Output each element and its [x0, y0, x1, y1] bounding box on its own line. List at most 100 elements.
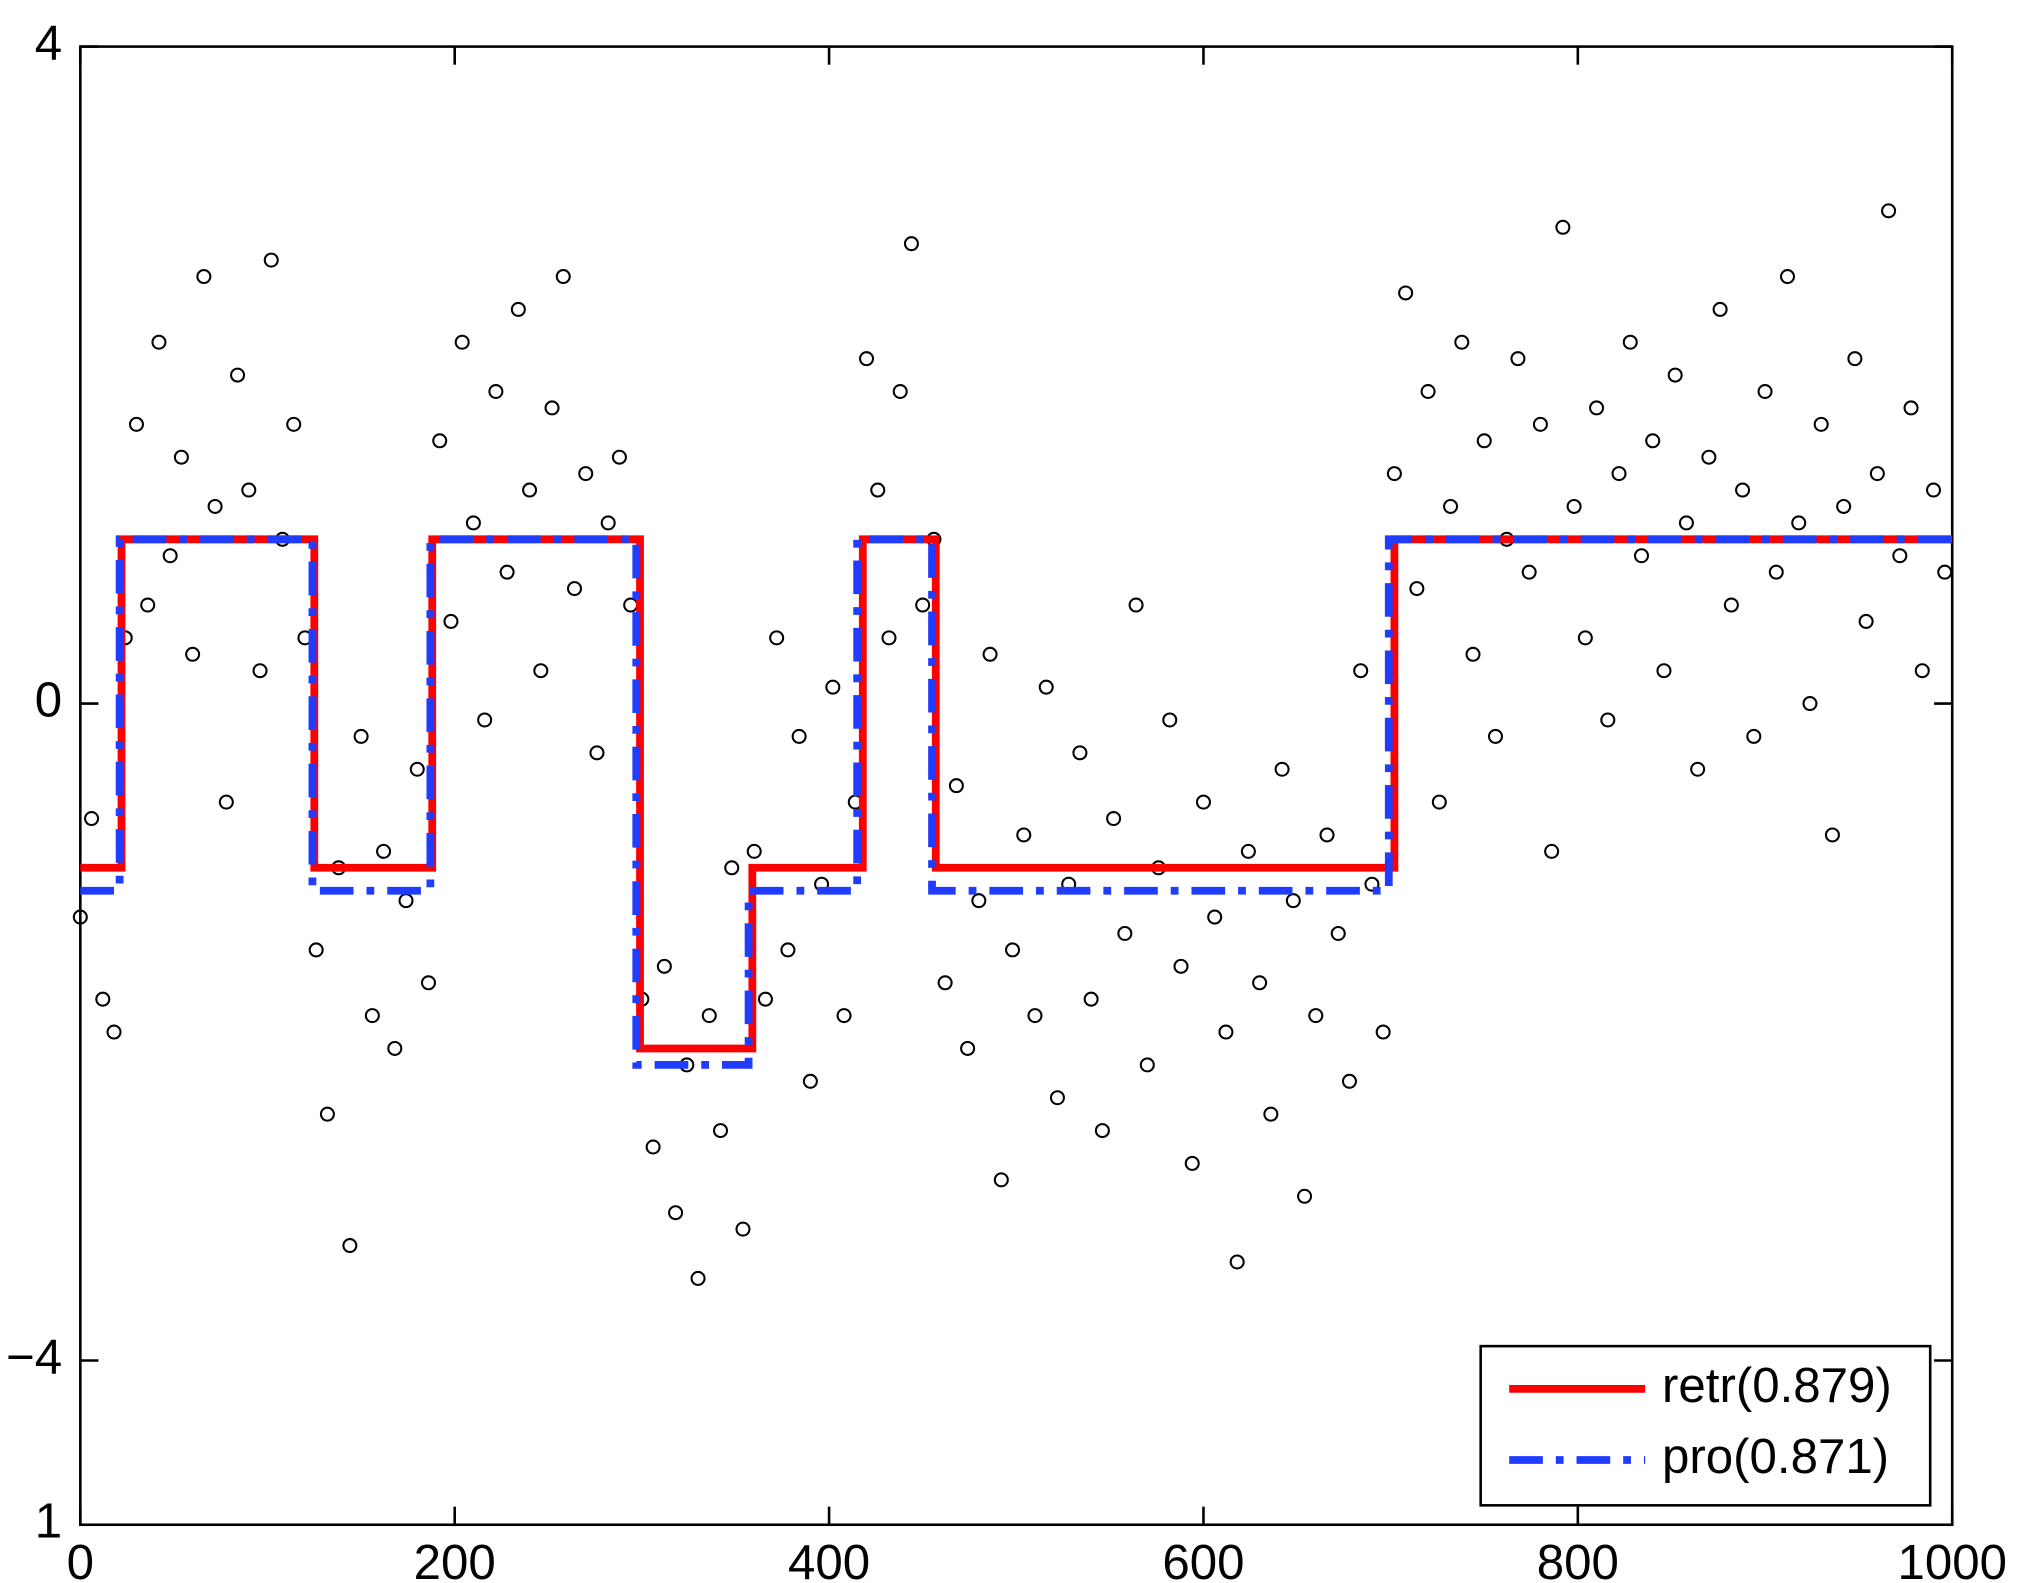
y-tick-label: −4 [6, 1330, 62, 1385]
scatter-point [218, 794, 234, 810]
scatter-point [948, 778, 964, 794]
scatter-point [1701, 449, 1717, 465]
scatter-point [1195, 794, 1211, 810]
scatter-point [128, 416, 144, 432]
scatter-point [522, 482, 538, 498]
scatter-point [443, 613, 459, 629]
scatter-point [1443, 498, 1459, 514]
x-tick-label: 1000 [1897, 1535, 2006, 1583]
scatter-point [1106, 811, 1122, 827]
scatter-point [1297, 1188, 1313, 1204]
scatter-point [1218, 1024, 1234, 1040]
y-tick-label: 0 [35, 673, 62, 728]
scatter-point [409, 761, 425, 777]
scatter-point [1038, 679, 1054, 695]
scatter-point [780, 942, 796, 958]
scatter-point [1409, 581, 1425, 597]
scatter-point [960, 1040, 976, 1056]
scatter-point [1016, 827, 1032, 843]
scatter-point [578, 466, 594, 482]
scatter-point [196, 269, 212, 285]
scatter-point [870, 482, 886, 498]
scatter-point [353, 728, 369, 744]
scatter-point [364, 1008, 380, 1024]
y-tick-label: 1 [35, 1494, 62, 1549]
scatter-point [263, 252, 279, 268]
scatter-point [1858, 613, 1874, 629]
x-tick-label: 400 [788, 1535, 870, 1583]
scatter-point [95, 991, 111, 1007]
plot-frame [79, 45, 1954, 1527]
x-tick-label: 0 [67, 1535, 94, 1583]
scatter-point [1566, 498, 1582, 514]
scatter-point [1633, 548, 1650, 564]
scatter-point [724, 860, 740, 876]
scatter-point [1521, 564, 1537, 580]
y-tick-label: 4 [35, 16, 62, 71]
scatter-point [1914, 663, 1930, 679]
scatter-point [701, 1008, 717, 1024]
legend-label: retr(0.879) [1662, 1358, 1892, 1413]
scatter-point [825, 679, 841, 695]
scatter-point [1487, 728, 1503, 744]
scatter-point [690, 1270, 706, 1286]
scatter-point [376, 843, 392, 859]
scatter-point [454, 334, 470, 350]
scatter-point [1757, 383, 1773, 400]
scatter-point [668, 1205, 684, 1221]
scatter-point [971, 893, 987, 909]
scatter-point [1162, 712, 1178, 728]
scatter-point [892, 383, 908, 400]
scatter-point [1049, 1090, 1065, 1106]
step-line [80, 535, 1953, 1069]
scatter-point [488, 383, 504, 400]
scatter-point [1308, 1008, 1324, 1024]
scatter-point [611, 449, 627, 465]
scatter-point [1746, 728, 1762, 744]
scatter-point [1330, 925, 1346, 941]
scatter-point [1937, 564, 1953, 580]
scatter-point [623, 597, 639, 613]
scatter-point [1690, 761, 1706, 777]
x-tick-label: 600 [1162, 1535, 1244, 1583]
scatter-point [746, 843, 762, 859]
scatter-point [465, 515, 481, 531]
scatter-point [342, 1238, 358, 1254]
scatter-point [207, 498, 223, 514]
scatter-point [84, 811, 100, 827]
scatter-point [881, 630, 897, 646]
scatter-point [533, 663, 549, 679]
scatter-point [286, 416, 302, 432]
scatter-point [1656, 663, 1672, 679]
scatter-point [656, 958, 672, 974]
scatter-point [1263, 1106, 1279, 1122]
scatter-point [1476, 433, 1492, 449]
scatter-point [1386, 466, 1402, 482]
scatter-point [1431, 794, 1447, 810]
scatter-point [1375, 1024, 1391, 1040]
scatter-point [937, 975, 953, 991]
scatter-point [802, 1073, 818, 1089]
scatter-point [1791, 515, 1807, 531]
scatter-point [1813, 416, 1829, 432]
scatter-point [1083, 991, 1099, 1007]
scatter-point [230, 367, 246, 383]
scatter-point [1925, 482, 1942, 498]
scatter-point [735, 1221, 751, 1237]
legend-box [1479, 1344, 1932, 1507]
scatter-point [566, 581, 583, 597]
scatter-point [1847, 351, 1863, 367]
scatter-point [1207, 909, 1223, 925]
scatter-point [1094, 1123, 1110, 1139]
scatter-point [1139, 1057, 1155, 1073]
scatter-point [1577, 630, 1593, 646]
scatter-point [1240, 843, 1256, 859]
scatter-point [1510, 351, 1526, 367]
scatter-point [308, 942, 324, 958]
scatter-point [106, 1024, 122, 1040]
scatter-point [420, 975, 437, 991]
scatter-point [1353, 663, 1369, 679]
scatter-point [712, 1123, 729, 1139]
